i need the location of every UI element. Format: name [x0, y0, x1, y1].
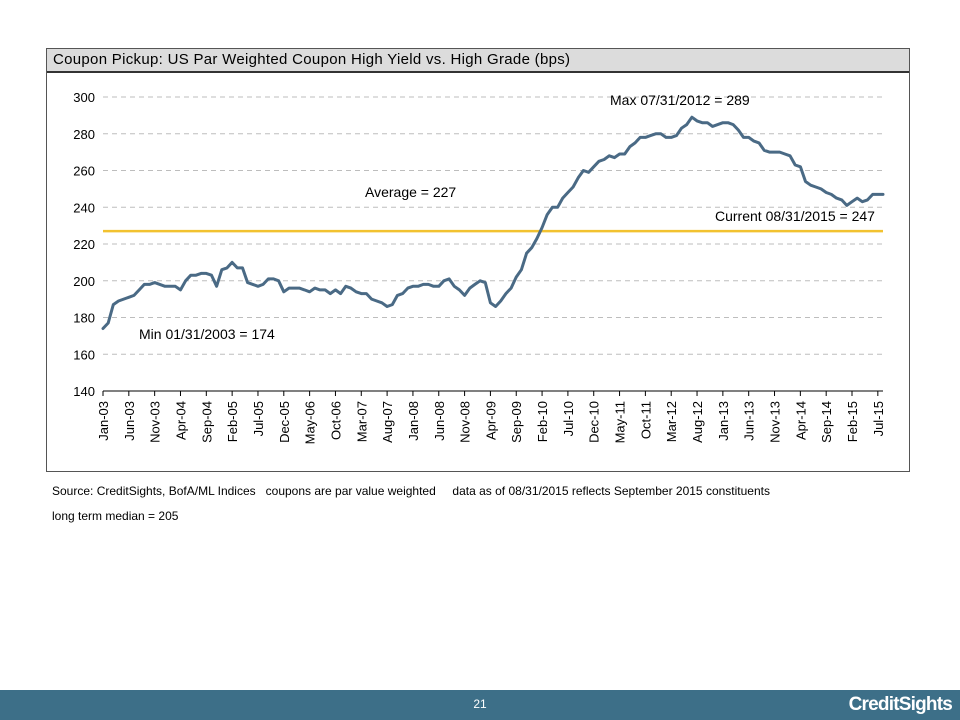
x-tick-label-Nov-03: Nov-03	[148, 401, 163, 443]
x-tick-label-May-06: May-06	[303, 401, 318, 444]
x-tick-label-Feb-05: Feb-05	[225, 401, 240, 442]
brand-logo: CreditSights	[848, 694, 953, 715]
y-tick-label-280: 280	[73, 127, 95, 142]
x-tick-label-Jun-03: Jun-03	[122, 401, 137, 441]
x-tick-label-Dec-05: Dec-05	[277, 401, 292, 443]
x-tick-label-Jan-03: Jan-03	[96, 401, 111, 441]
x-axis-ticks: Jan-03 Jun-03 Nov-03 Apr-04 Sep-04 Feb-05 Jul-…	[96, 391, 886, 444]
x-tick-label-Mar-12: Mar-12	[664, 401, 679, 442]
series-line-coupon-pickup	[101, 115, 885, 330]
median-note: long term median = 205	[52, 509, 179, 523]
x-tick-label-Feb-10: Feb-10	[535, 401, 550, 442]
x-tick-label-Mar-07: Mar-07	[354, 401, 369, 442]
plot-border	[47, 75, 909, 471]
x-tick-label-Jul-05: Jul-05	[251, 401, 266, 436]
current-annotation: Current 08/31/2015 = 247	[715, 208, 875, 224]
x-tick-label-Sep-14: Sep-14	[819, 401, 834, 443]
x-tick-label-Sep-04: Sep-04	[199, 401, 214, 443]
x-tick-label-Apr-14: Apr-14	[793, 401, 808, 440]
x-tick-label-Aug-07: Aug-07	[380, 401, 395, 443]
x-tick-label-Jul-10: Jul-10	[561, 401, 576, 436]
y-tick-label-240: 240	[73, 200, 95, 215]
y-axis-ticks: 140 160 180 200 220 240 260 280 300	[73, 90, 95, 399]
x-tick-label-Jan-13: Jan-13	[716, 401, 731, 441]
x-tick-label-Jun-13: Jun-13	[742, 401, 757, 441]
x-tick-label-May-11: May-11	[613, 401, 628, 443]
chart-frame: Coupon Pickup: US Par Weighted Coupon Hi…	[46, 48, 910, 472]
y-tick-label-140: 140	[73, 384, 95, 399]
y-tick-label-200: 200	[73, 274, 95, 289]
x-tick-label-Dec-10: Dec-10	[587, 401, 602, 443]
x-tick-label-Oct-06: Oct-06	[328, 401, 343, 440]
x-tick-label-Aug-12: Aug-12	[690, 401, 705, 443]
max-annotation: Max 07/31/2012 = 289	[610, 92, 750, 108]
y-tick-label-300: 300	[73, 90, 95, 105]
plot-background	[47, 75, 909, 471]
x-tick-label-Sep-09: Sep-09	[509, 401, 524, 443]
y-tick-label-220: 220	[73, 237, 95, 252]
x-tick-label-Jan-08: Jan-08	[406, 401, 421, 441]
page-number: 21	[473, 697, 487, 711]
y-tick-label-260: 260	[73, 164, 95, 179]
source-note: Source: CreditSights, BofA/ML Indices co…	[52, 484, 770, 498]
grid-lines	[103, 96, 883, 355]
chart-svg: 140 160 180 200 220 240 260 280 300 Jan-03 Jun-03…	[47, 75, 909, 471]
min-annotation: Min 01/31/2003 = 174	[139, 326, 275, 342]
x-tick-label-Nov-13: Nov-13	[768, 401, 783, 443]
x-tick-label-Jul-15: Jul-15	[871, 401, 886, 436]
x-tick-label-Feb-15: Feb-15	[845, 401, 860, 442]
x-tick-label-Nov-08: Nov-08	[458, 401, 473, 443]
x-tick-label-Apr-04: Apr-04	[173, 401, 188, 440]
chart-title: Coupon Pickup: US Par Weighted Coupon Hi…	[47, 49, 909, 73]
footer-bar: 21 CreditSights	[0, 690, 960, 720]
annotations: Max 07/31/2012 = 289 Average = 227 Curre…	[139, 92, 875, 342]
average-annotation: Average = 227	[365, 184, 456, 200]
y-tick-label-180: 180	[73, 311, 95, 326]
y-tick-label-160: 160	[73, 347, 95, 362]
x-tick-label-Jun-08: Jun-08	[432, 401, 447, 441]
x-tick-label-Apr-09: Apr-09	[483, 401, 498, 440]
series-lines	[101, 115, 885, 330]
x-tick-label-Oct-11: Oct-11	[638, 401, 653, 439]
